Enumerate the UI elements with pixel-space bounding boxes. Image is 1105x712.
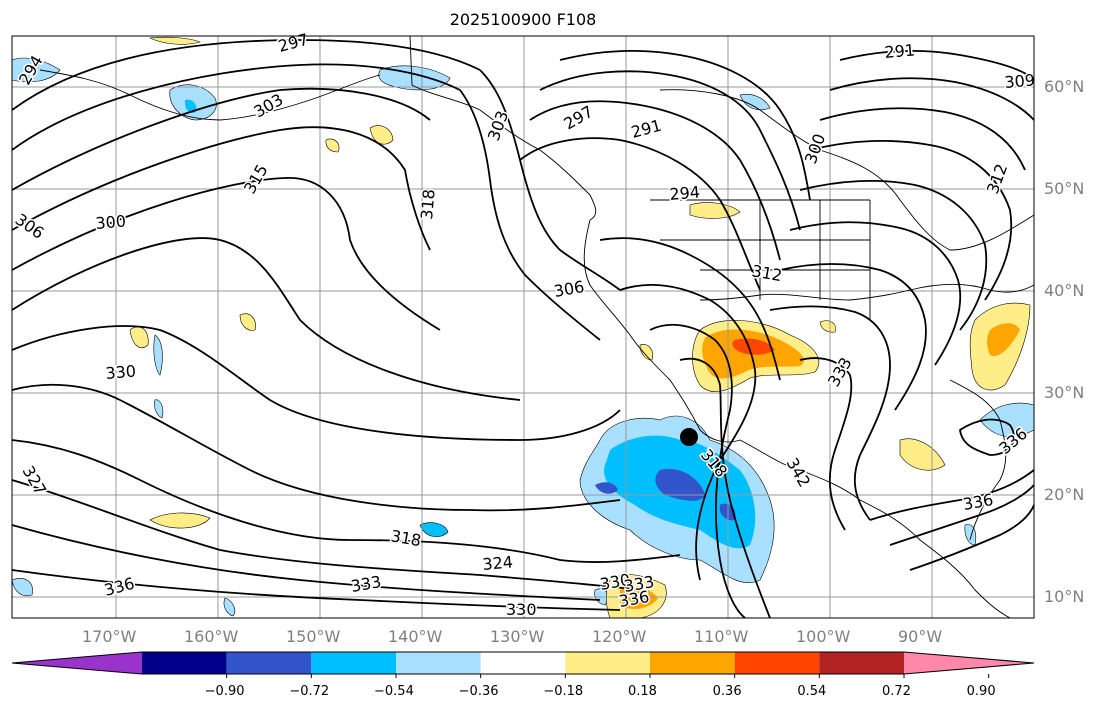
- contour-label: 330: [105, 361, 137, 383]
- contour-label: 324: [482, 552, 514, 574]
- latitude-label: 60°N: [1044, 77, 1085, 96]
- longitude-label: 130°W: [490, 627, 545, 646]
- height-contours: [11, 39, 1035, 619]
- colorbar-segment: [142, 652, 227, 674]
- colorbar-segment: [396, 652, 481, 674]
- colorbar-segment: [650, 652, 735, 674]
- colorbar-tick-label: −0.18: [543, 684, 584, 699]
- colorbar-extend-low: [12, 652, 142, 674]
- colorbar-tick-label: −0.36: [458, 684, 499, 699]
- contour-label: 336: [961, 490, 994, 514]
- colorbar-segment: [819, 652, 904, 674]
- map-background: [12, 36, 1034, 618]
- colorbar-segment: [226, 652, 312, 674]
- colorbar-segment: [480, 652, 566, 674]
- colorbar-segment: [311, 652, 396, 674]
- colorbar-outline: [11, 651, 1035, 675]
- colorbar-tick-label: −0.90: [204, 684, 245, 699]
- latitude-label: 10°N: [1044, 587, 1085, 606]
- longitude-label: 150°W: [286, 627, 341, 646]
- contour-label: 291: [884, 40, 916, 62]
- colorbar-tick-label: −0.72: [289, 684, 330, 699]
- contour-label: 309: [1004, 70, 1036, 92]
- colorbar: [11, 651, 1035, 678]
- colorbar-tick-label: 0.90: [966, 684, 996, 699]
- colorbar-extend-high: [904, 652, 1034, 674]
- colorbar-tick-label: 0.54: [797, 684, 827, 699]
- latitude-label: 40°N: [1044, 281, 1085, 300]
- colorbar-segment: [734, 652, 820, 674]
- colorbar-tick-label: 0.72: [882, 684, 911, 699]
- colorbar-segment: [565, 652, 650, 674]
- longitude-label: 90°W: [898, 627, 943, 646]
- contour-label: 294: [669, 182, 701, 204]
- contour-label: 330: [506, 600, 537, 619]
- map-border: [11, 35, 1035, 619]
- longitude-label: 110°W: [694, 627, 749, 646]
- map-title: 2025100900 F108: [449, 10, 597, 29]
- contour-label: 300: [95, 211, 127, 233]
- storm-center-marker: [680, 428, 698, 446]
- longitude-label: 160°W: [184, 627, 239, 646]
- negative-shading: [11, 57, 1035, 617]
- graticule: [12, 36, 1034, 618]
- longitude-label: 170°W: [82, 627, 137, 646]
- longitude-label: 100°W: [796, 627, 851, 646]
- colorbar-tick-label: −0.54: [374, 684, 414, 699]
- latitude-label: 50°N: [1044, 179, 1085, 198]
- colorbar-tick-label: 0.18: [628, 684, 657, 699]
- colorbar-tick-label: 0.36: [712, 684, 742, 699]
- contour-label: 318: [417, 188, 439, 220]
- latitude-label: 30°N: [1044, 383, 1085, 402]
- longitude-label: 120°W: [592, 627, 647, 646]
- latitude-label: 20°N: [1044, 485, 1085, 504]
- longitude-label: 140°W: [388, 627, 443, 646]
